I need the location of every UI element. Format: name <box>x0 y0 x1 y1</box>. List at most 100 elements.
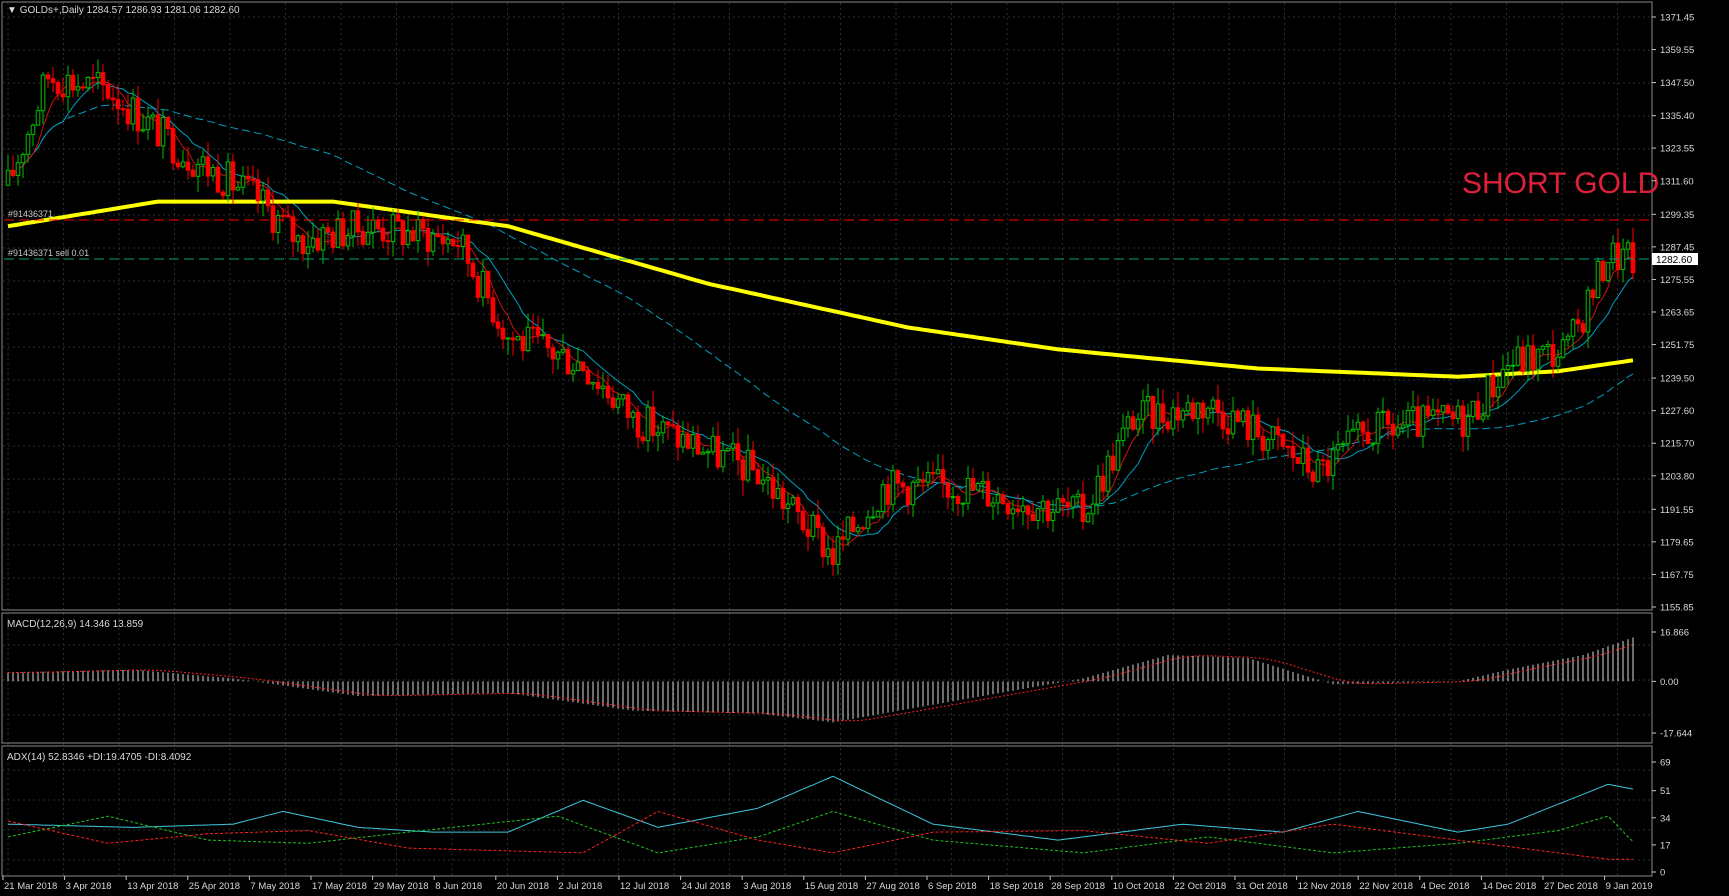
candle <box>1610 235 1616 271</box>
candle <box>1410 390 1416 426</box>
candle <box>705 448 711 469</box>
candle <box>1305 435 1311 479</box>
candle <box>965 466 971 511</box>
candle <box>420 215 426 238</box>
time-tick-label: 12 Nov 2018 <box>1298 881 1352 892</box>
candle <box>785 492 791 524</box>
candle <box>960 502 966 517</box>
price-panel-frame <box>1 1 1653 611</box>
time-tick-label: 7 May 2018 <box>250 881 300 892</box>
candle <box>1415 395 1421 438</box>
candle <box>1195 401 1201 435</box>
candle <box>1400 409 1406 435</box>
candle <box>610 385 616 411</box>
candle <box>1390 413 1396 450</box>
price-tick-label: 1215.70 <box>1660 439 1694 450</box>
candle <box>170 124 176 171</box>
candle <box>545 334 551 358</box>
ma-fast-red <box>7 80 1634 547</box>
candle <box>1365 418 1371 445</box>
ma-yellow <box>7 199 1634 379</box>
candle <box>565 345 571 375</box>
candle <box>1490 359 1496 408</box>
candle <box>1110 443 1116 475</box>
candlesticks[interactable] <box>5 59 1636 576</box>
candle <box>1010 500 1016 530</box>
time-tick-label: 22 Nov 2018 <box>1359 881 1413 892</box>
candle <box>365 216 371 246</box>
adx-tick-label: 69 <box>1660 758 1671 769</box>
candle <box>1095 465 1101 515</box>
price-tick-label: 1239.50 <box>1660 374 1694 385</box>
candle <box>775 472 781 500</box>
candle <box>205 142 211 187</box>
candle <box>1025 504 1031 530</box>
price-tick-label: 1359.55 <box>1660 45 1694 56</box>
macd-tick-label: 0.00 <box>1660 677 1679 688</box>
candle <box>1015 494 1021 517</box>
candle <box>1575 308 1581 333</box>
price-tick-label: 1227.60 <box>1660 406 1694 417</box>
candle <box>1005 501 1011 520</box>
candle <box>175 157 181 170</box>
candle <box>45 71 51 88</box>
candle <box>1340 440 1346 453</box>
candle <box>855 524 861 535</box>
ohlc-readout: 1284.57 1286.93 1281.06 1282.60 <box>87 5 240 16</box>
order-line-1-label: #91436371 <box>8 209 53 219</box>
candle <box>1385 408 1391 440</box>
candle <box>695 425 701 455</box>
candle <box>1295 457 1301 465</box>
candle <box>910 479 916 517</box>
candle <box>715 421 721 470</box>
candle <box>40 71 46 125</box>
candle <box>115 84 121 125</box>
candle <box>1330 441 1336 490</box>
candle <box>1270 426 1276 450</box>
candle <box>1255 407 1261 440</box>
candle <box>1555 349 1561 372</box>
candle <box>1605 262 1611 283</box>
candle <box>1080 480 1086 531</box>
macd-axis: 16.866 0.00 -17.644 <box>1652 628 1692 740</box>
candle <box>850 511 856 534</box>
candle <box>220 189 226 200</box>
candle <box>160 109 166 159</box>
candle <box>1310 469 1316 488</box>
candle <box>1225 415 1231 445</box>
time-tick-label: 22 Oct 2018 <box>1174 881 1226 892</box>
candle <box>210 163 216 182</box>
candle <box>590 381 596 390</box>
short-gold-annotation[interactable]: SHORT GOLD <box>1462 167 1659 200</box>
candle <box>860 526 866 531</box>
candle <box>1260 429 1266 461</box>
candle <box>405 215 411 249</box>
candle <box>625 391 631 430</box>
price-tick-label: 1263.65 <box>1660 308 1694 319</box>
ma-slow-dashed <box>7 104 1634 508</box>
candle <box>295 234 301 252</box>
candle <box>500 319 506 349</box>
candle <box>820 522 826 568</box>
adx-tick-label: 0 <box>1660 868 1665 879</box>
current-price-value: 1282.60 <box>1656 255 1693 266</box>
adx-label: ADX(14) 52.8346 +DI:19.4705 -DI:8.4092 <box>7 752 192 763</box>
candle <box>385 231 391 256</box>
candle <box>140 113 146 133</box>
price-series-layer <box>7 80 1634 547</box>
candle <box>665 421 671 440</box>
candle <box>1565 333 1571 347</box>
candle <box>735 428 741 476</box>
candle <box>145 106 151 140</box>
candle <box>1535 348 1541 382</box>
candle <box>1120 413 1126 447</box>
candle <box>180 149 186 169</box>
candle <box>475 271 481 303</box>
ma-medium-teal <box>7 82 1634 537</box>
candle <box>1455 399 1461 424</box>
candle <box>1465 403 1471 451</box>
candle <box>575 347 581 372</box>
candle <box>360 225 366 248</box>
candle <box>830 536 836 576</box>
